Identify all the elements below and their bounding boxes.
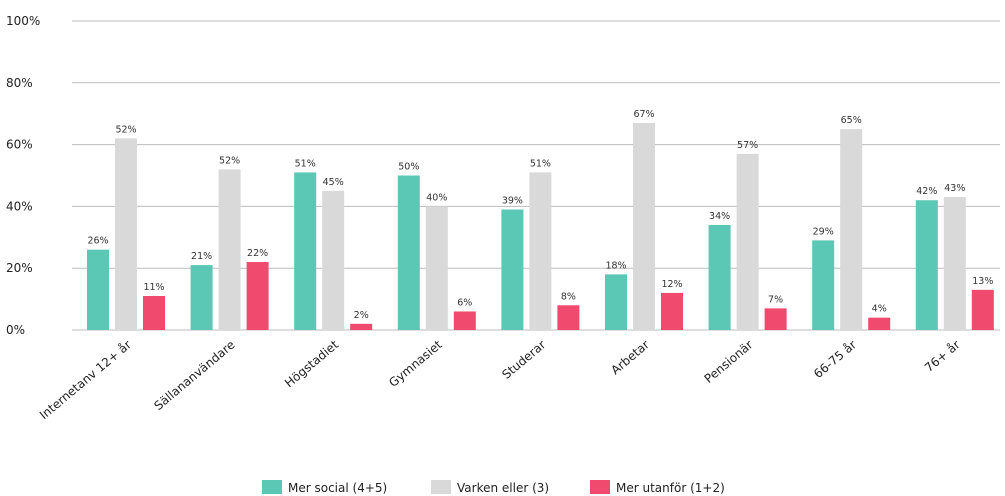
data-label: 43% bbox=[944, 183, 965, 194]
data-label: 65% bbox=[841, 115, 862, 126]
x-category-label: Gymnasiet bbox=[386, 337, 445, 390]
legend-swatch bbox=[431, 480, 451, 494]
legend-label: Varken eller (3) bbox=[457, 481, 549, 495]
bar-mer-social bbox=[812, 240, 835, 330]
data-labels: 26% 52% 11% 21% 52% 22% 51% 45% 2% 50% 40% 6% 39% 51%… bbox=[87, 109, 993, 321]
bar-varken-eller bbox=[322, 190, 345, 330]
y-tick-label: 60% bbox=[6, 138, 33, 152]
bar-varken-eller bbox=[633, 122, 655, 330]
bar-mer-utanfor bbox=[971, 289, 994, 330]
data-label: 2% bbox=[354, 310, 369, 321]
bars bbox=[87, 122, 994, 330]
data-label: 4% bbox=[872, 304, 887, 315]
data-label: 40% bbox=[426, 192, 447, 203]
y-axis-ticks: 0% 20% 40% 60% 80% 100% bbox=[6, 14, 40, 337]
bar-mer-social bbox=[190, 265, 213, 330]
x-category-label: 76+ år bbox=[922, 338, 963, 375]
y-tick-label: 100% bbox=[6, 14, 40, 28]
data-label: 52% bbox=[219, 155, 240, 166]
data-label: 6% bbox=[457, 297, 472, 308]
data-label: 45% bbox=[323, 177, 344, 188]
bar-varken-eller bbox=[115, 138, 137, 330]
bar-mer-social bbox=[915, 200, 938, 330]
data-label: 51% bbox=[530, 158, 551, 169]
bar-varken-eller bbox=[840, 129, 863, 330]
data-label: 11% bbox=[143, 282, 164, 293]
x-category-label: Pensionär bbox=[702, 338, 756, 386]
legend: Mer social (4+5) Varken eller (3) Mer utan… bbox=[262, 480, 725, 495]
bar-mer-social bbox=[397, 175, 420, 330]
data-label: 52% bbox=[115, 124, 136, 135]
bar-mer-utanfor bbox=[764, 308, 787, 330]
bar-mer-utanfor bbox=[246, 262, 269, 330]
data-label: 22% bbox=[247, 248, 268, 259]
bar-mer-social bbox=[708, 224, 731, 330]
y-tick-label: 80% bbox=[6, 76, 33, 90]
bar-mer-social bbox=[501, 209, 524, 330]
x-category-label: 66-75 år bbox=[811, 338, 859, 382]
bar-mer-social bbox=[87, 249, 109, 330]
data-label: 18% bbox=[605, 260, 626, 271]
legend-swatch bbox=[262, 480, 282, 494]
data-label: 29% bbox=[813, 226, 834, 237]
bar-varken-eller bbox=[425, 206, 448, 330]
x-category-label: Sällananvändare bbox=[151, 338, 237, 413]
data-label: 42% bbox=[916, 186, 937, 197]
data-label: 12% bbox=[661, 279, 682, 290]
bar-mer-social bbox=[294, 172, 317, 330]
bar-varken-eller bbox=[529, 172, 552, 330]
data-label: 67% bbox=[633, 109, 654, 120]
data-label: 51% bbox=[295, 158, 316, 169]
bar-mer-utanfor bbox=[453, 311, 476, 330]
bar-varken-eller bbox=[943, 197, 966, 330]
bar-mer-utanfor bbox=[143, 296, 165, 330]
x-category-label: Studerar bbox=[499, 338, 548, 382]
data-label: 39% bbox=[502, 195, 523, 206]
data-label: 34% bbox=[709, 211, 730, 222]
legend-swatch bbox=[590, 480, 610, 494]
y-tick-label: 40% bbox=[6, 199, 33, 213]
bar-mer-social bbox=[605, 274, 627, 330]
x-axis-categories: Internetanv 12+ år Sällananvändare Högstad… bbox=[37, 337, 963, 422]
y-tick-label: 0% bbox=[6, 323, 25, 337]
bar-mer-utanfor bbox=[350, 323, 373, 330]
x-category-label: Arbetar bbox=[608, 338, 652, 378]
data-label: 21% bbox=[191, 251, 212, 262]
data-label: 13% bbox=[972, 276, 993, 287]
bar-mer-utanfor bbox=[661, 292, 683, 330]
data-label: 26% bbox=[87, 236, 108, 247]
x-category-label: Högstadiet bbox=[282, 337, 341, 390]
data-label: 50% bbox=[398, 162, 419, 173]
bar-varken-eller bbox=[736, 153, 759, 330]
y-tick-label: 20% bbox=[6, 261, 33, 275]
data-label: 7% bbox=[768, 294, 783, 305]
data-label: 57% bbox=[737, 140, 758, 151]
legend-label: Mer social (4+5) bbox=[288, 481, 387, 495]
legend-label: Mer utanför (1+2) bbox=[616, 481, 725, 495]
bar-varken-eller bbox=[218, 169, 241, 330]
data-label: 8% bbox=[561, 291, 576, 302]
bar-mer-utanfor bbox=[868, 317, 891, 330]
bar-mer-utanfor bbox=[557, 305, 580, 330]
x-category-label: Internetanv 12+ år bbox=[37, 338, 134, 423]
